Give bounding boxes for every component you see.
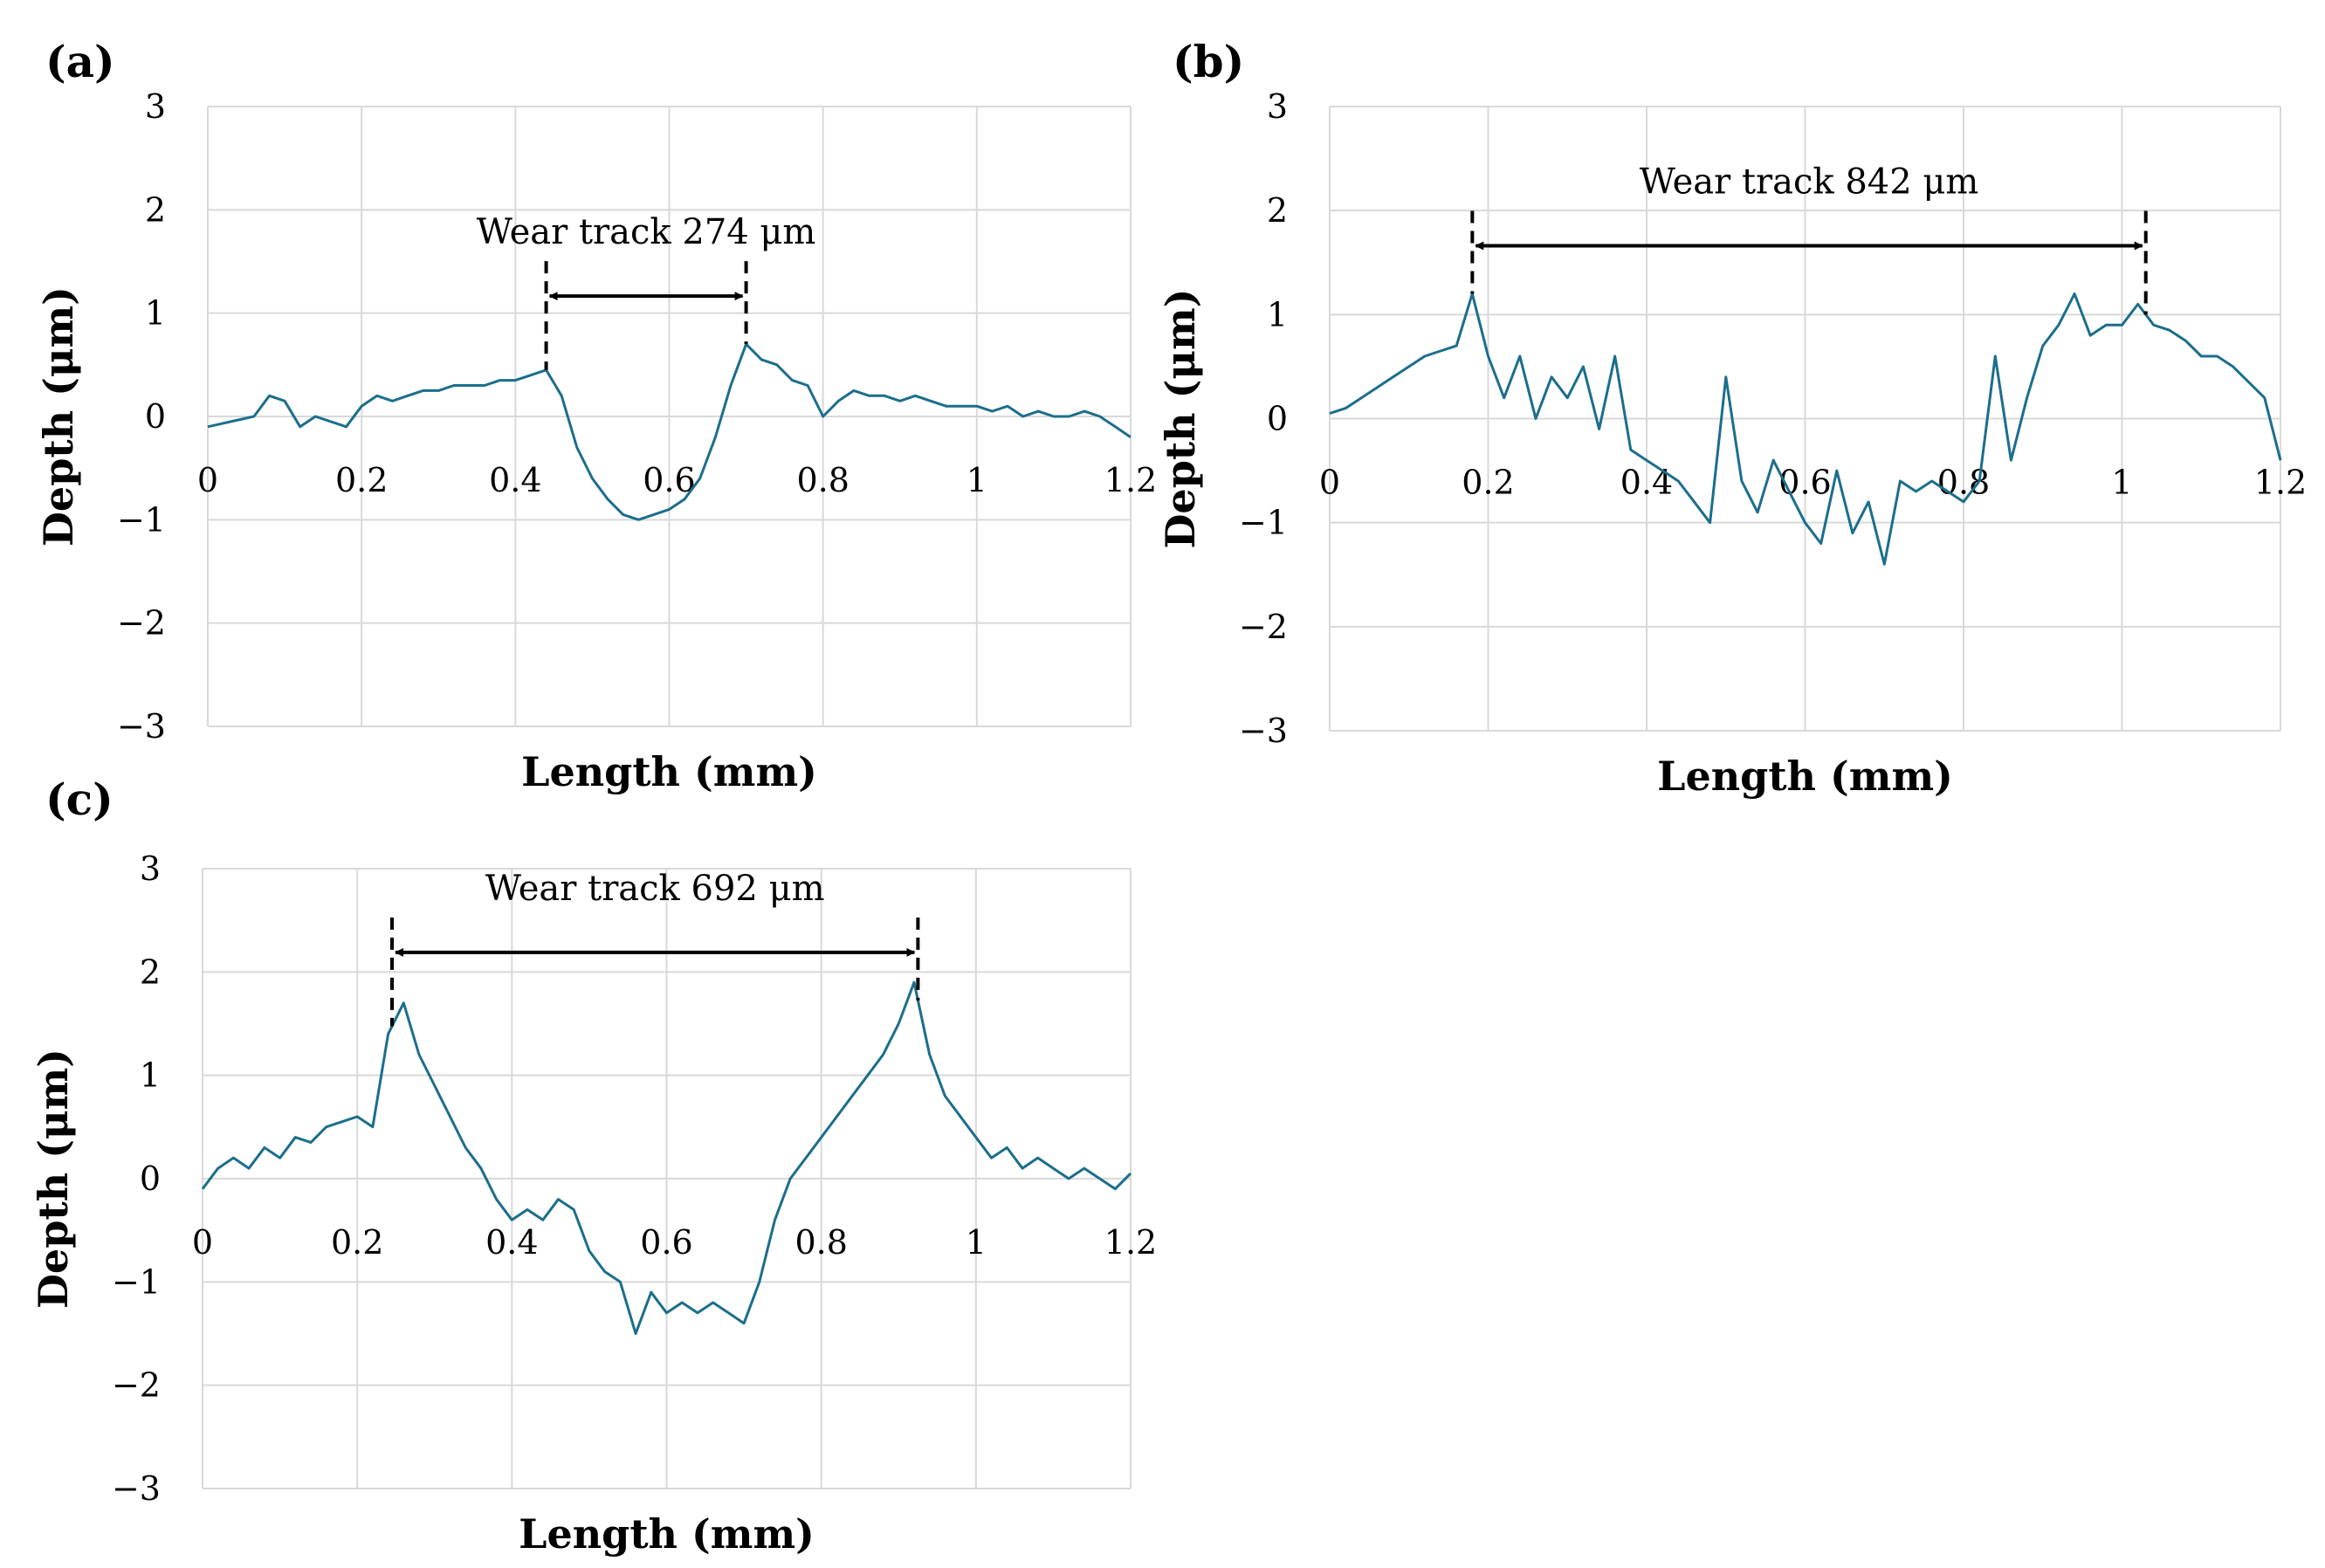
x-tick-label-a: 0.2: [335, 461, 388, 499]
y-tick-label-c: 3: [140, 849, 161, 888]
panel-label-a: (a): [45, 36, 115, 87]
x-tick-label-c: 0: [192, 1223, 213, 1262]
x-ticks-c: 0 0.2 0.4 0.6 0.8 1 1.2: [192, 1223, 1157, 1262]
y-tick-label-b: 3: [1267, 87, 1288, 126]
x-axis-title-b: Length (mm): [1657, 753, 1953, 800]
annotation-c: Wear track 692 μm: [390, 869, 920, 1027]
y-ticks-c: 3 2 1 0 −1 −2 −3: [112, 849, 161, 1508]
y-tick-label-c: −1: [112, 1262, 161, 1301]
x-ticks-a: 0 0.2 0.4 0.6 0.8 1 1.2: [197, 461, 1157, 499]
y-axis-title-c: Depth (μm): [30, 1049, 77, 1309]
y-tick-label-a: 2: [145, 190, 166, 229]
x-tick-label-a: 0: [197, 461, 218, 499]
x-tick-label-b: 0: [1319, 464, 1340, 502]
y-tick-label-c: 1: [140, 1056, 161, 1095]
y-tick-label-c: 0: [140, 1159, 161, 1198]
x-tick-label-a: 1.2: [1104, 461, 1157, 499]
annotation-a: Wear track 274 μm: [477, 212, 816, 370]
y-tick-label-c: −2: [112, 1366, 161, 1405]
x-tick-label-a: 0.8: [796, 461, 849, 499]
y-tick-label-a: −3: [117, 707, 166, 746]
y-tick-label-c: −3: [112, 1469, 161, 1508]
x-tick-label-c: 0.2: [331, 1223, 383, 1262]
x-axis-title-a: Length (mm): [521, 748, 817, 795]
y-tick-label-b: 0: [1267, 400, 1288, 438]
x-ticks-b: 0 0.2 0.4 0.6 0.8 1 1.2: [1319, 464, 2307, 502]
grid-b: [1329, 106, 2281, 732]
panel-c: (c) 3 2 1 0 −1 −2 −3 0 0.2 0.4 0.6 0.8 1 1.2 Wear tr…: [30, 774, 1157, 1558]
depth-line-c: [201, 980, 1132, 1335]
panel-label-c: (c): [45, 774, 113, 825]
x-tick-label-c: 0.6: [640, 1223, 692, 1262]
y-tick-label-a: −1: [117, 500, 166, 539]
y-tick-label-a: 3: [145, 87, 166, 126]
y-tick-label-b: 1: [1267, 295, 1288, 334]
grid-a: [207, 106, 1132, 727]
y-tick-label-b: −2: [1239, 608, 1288, 646]
y-tick-label-b: −3: [1239, 712, 1288, 750]
x-tick-label-b: 0.6: [1778, 464, 1831, 502]
y-tick-label-b: 2: [1267, 191, 1288, 230]
y-tick-label-c: 2: [140, 952, 161, 991]
x-tick-label-c: 1.2: [1104, 1223, 1157, 1262]
x-tick-label-a: 0.4: [489, 461, 541, 499]
annotation-b: Wear track 842 μm: [1470, 162, 2148, 315]
y-ticks-a: 3 2 1 0 −1 −2 −3: [117, 87, 166, 746]
panel-a: (a) 3 2 1 0 −1 −2 −3 0 0.2 0.4 0.6 0.8 1 1.2 Wear tr…: [35, 36, 1157, 795]
x-tick-label-b: 0.2: [1462, 464, 1514, 502]
y-tick-label-b: −1: [1239, 504, 1288, 542]
y-axis-title-b: Depth (μm): [1157, 289, 1204, 549]
depth-line-b: [1329, 292, 2282, 566]
grid-c: [202, 868, 1132, 1489]
x-tick-label-c: 0.4: [485, 1223, 538, 1262]
x-tick-label-b: 0.4: [1620, 464, 1673, 502]
x-tick-label-c: 0.8: [794, 1223, 847, 1262]
y-axis-title-a: Depth (μm): [35, 286, 82, 547]
depth-line-a: [207, 342, 1132, 521]
y-tick-label-a: 1: [145, 294, 166, 333]
x-tick-label-b: 1.2: [2254, 464, 2307, 502]
wear-track-label-b: Wear track 842 μm: [1640, 162, 1979, 203]
panel-label-b: (b): [1173, 36, 1244, 87]
x-tick-label-a: 0.6: [643, 461, 695, 499]
wear-track-label-c: Wear track 692 μm: [485, 869, 825, 909]
x-tick-label-c: 1: [966, 1223, 987, 1262]
x-tick-label-a: 1: [966, 461, 987, 499]
y-tick-label-a: 0: [145, 397, 166, 436]
y-ticks-b: 3 2 1 0 −1 −2 −3: [1239, 87, 1288, 750]
y-tick-label-a: −2: [117, 604, 166, 643]
x-axis-title-c: Length (mm): [519, 1510, 815, 1558]
wear-track-label-a: Wear track 274 μm: [477, 212, 816, 252]
x-tick-label-b: 1: [2111, 464, 2132, 502]
